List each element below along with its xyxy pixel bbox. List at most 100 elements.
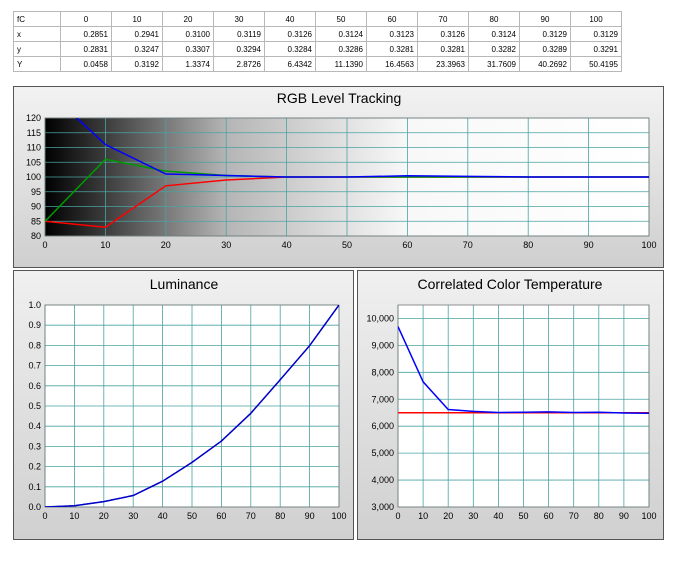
- table-cell: 2.8726: [213, 56, 265, 72]
- table-cell: 0.3129: [519, 26, 571, 42]
- x-tick-label: 80: [594, 511, 604, 521]
- y-tick-label: 90: [31, 202, 41, 212]
- table-cell: 0.3282: [468, 41, 520, 57]
- y-tick-label: 4,000: [371, 475, 394, 485]
- chart-title: RGB Level Tracking: [277, 90, 402, 106]
- y-tick-label: 9,000: [371, 340, 394, 350]
- table-row-label: Y: [13, 56, 61, 72]
- table-cell: 0.0458: [60, 56, 112, 72]
- y-tick-label: 0.4: [28, 421, 41, 431]
- table-cell: 0.3123: [366, 26, 418, 42]
- table-row: x 0.2851 0.2941 0.3100 0.3119 0.3126 0.3124 0.3…: [13, 26, 622, 42]
- y-tick-label: 115: [27, 128, 41, 138]
- table-cell: 0.3286: [315, 41, 367, 57]
- y-tick-label: 85: [31, 216, 41, 226]
- table-cell: 0.3284: [264, 41, 316, 57]
- x-tick-label: 70: [569, 511, 579, 521]
- rgb-panel: 80 85 90 95 100 105 110 115 120 0 10 20 30 40 50 60 70 80…: [13, 86, 664, 268]
- cct-chart: 3,000 4,000 5,000 6,000 7,000 8,000 9,000 10,00…: [358, 271, 663, 539]
- x-tick-label: 80: [523, 240, 533, 250]
- y-tick-label: 120: [26, 113, 41, 123]
- y-tick-label: 0.5: [28, 401, 41, 411]
- y-tick-label: 0.7: [28, 361, 41, 371]
- table-header-row: fC 0 10 20 30 40 50 60 70 80 90 100: [13, 11, 622, 27]
- x-tick-label: 0: [42, 240, 47, 250]
- x-tick-label: 60: [544, 511, 554, 521]
- series-line: [45, 305, 339, 507]
- table-header-cell: 100: [570, 11, 622, 27]
- x-tick-label: 50: [518, 511, 528, 521]
- table-cell: 0.3100: [162, 26, 214, 42]
- table-cell: 0.3291: [570, 41, 622, 57]
- y-tick-label: 1.0: [28, 300, 41, 310]
- rgb-chart: 80 85 90 95 100 105 110 115 120 0 10 20 30 40 50 60 70 80…: [14, 87, 663, 267]
- table-cell: 16.4563: [366, 56, 418, 72]
- x-tick-label: 50: [342, 240, 352, 250]
- y-tick-label: 110: [27, 143, 41, 153]
- y-tick-label: 8,000: [371, 367, 394, 377]
- table-cell: 0.3124: [468, 26, 520, 42]
- table-row-label: x: [13, 26, 61, 42]
- table-cell: 0.2831: [60, 41, 112, 57]
- series-group: [45, 118, 649, 228]
- x-tick-label: 0: [42, 511, 47, 521]
- x-tick-label: 90: [584, 240, 594, 250]
- table-cell: 0.3307: [162, 41, 214, 57]
- x-tick-label: 60: [216, 511, 226, 521]
- y-tick-label: 10,000: [366, 313, 394, 323]
- table-header-cell: 10: [111, 11, 163, 27]
- plot-border: [44, 304, 340, 508]
- y-tick-label: 7,000: [371, 394, 394, 404]
- chart-title: Correlated Color Temperature: [418, 276, 603, 292]
- x-tick-label: 30: [468, 511, 478, 521]
- measurement-table: fC 0 10 20 30 40 50 60 70 80 90 100 x 0.2851 0.2941 0.3…: [13, 11, 622, 72]
- table-cell: 0.3126: [264, 26, 316, 42]
- x-tick-label: 40: [493, 511, 503, 521]
- x-tick-label: 0: [395, 511, 400, 521]
- y-tick-label: 0.0: [28, 502, 41, 512]
- y-tick-label: 0.3: [28, 441, 41, 451]
- series-line: [398, 326, 649, 415]
- x-tick-label: 10: [100, 240, 110, 250]
- x-tick-label: 50: [187, 511, 197, 521]
- x-tick-label: 100: [641, 511, 656, 521]
- table-cell: 31.7609: [468, 56, 520, 72]
- y-tick-label: 0.1: [28, 482, 41, 492]
- table-cell: 0.3129: [570, 26, 622, 42]
- table-header-cell: 60: [366, 11, 418, 27]
- y-tick-label: 80: [31, 231, 41, 241]
- table-header-cell: 20: [162, 11, 214, 27]
- x-tick-label: 100: [331, 511, 346, 521]
- x-tick-label: 20: [443, 511, 453, 521]
- table-header-cell: 0: [60, 11, 112, 27]
- y-tick-label: 5,000: [371, 448, 394, 458]
- table-cell: 0.3281: [417, 41, 469, 57]
- table-cell: 0.2851: [60, 26, 112, 42]
- x-tick-label: 30: [128, 511, 138, 521]
- x-tick-label: 40: [282, 240, 292, 250]
- luminance-chart: 0.0 0.1 0.2 0.3 0.4 0.5 0.6 0.7 0.8 0.9 1.0 0 10 20 30…: [14, 271, 353, 539]
- y-tick-label: 0.9: [28, 320, 41, 330]
- series-group: [398, 326, 649, 415]
- table-cell: 6.4342: [264, 56, 316, 72]
- x-tick-label: 70: [463, 240, 473, 250]
- x-tick-label: 10: [69, 511, 79, 521]
- y-tick-label: 0.2: [28, 462, 41, 472]
- x-tick-label: 100: [641, 240, 656, 250]
- table-cell: 0.2941: [111, 26, 163, 42]
- table-cell: 0.3281: [366, 41, 418, 57]
- table-cell: 0.3192: [111, 56, 163, 72]
- x-tick-label: 20: [99, 511, 109, 521]
- table-row: y 0.2831 0.3247 0.3307 0.3294 0.3284 0.3286 0.3…: [13, 41, 622, 57]
- y-tick-label: 105: [26, 157, 41, 167]
- y-tick-label: 95: [31, 187, 41, 197]
- x-tick-label: 90: [619, 511, 629, 521]
- x-tick-label: 70: [246, 511, 256, 521]
- x-tick-label: 30: [221, 240, 231, 250]
- series-group: [45, 305, 339, 507]
- x-tick-label: 90: [305, 511, 315, 521]
- table-cell: 50.4195: [570, 56, 622, 72]
- y-tick-label: 6,000: [371, 421, 394, 431]
- table-header-label: fC: [13, 11, 61, 27]
- table-row: Y 0.0458 0.3192 1.3374 2.8726 6.4342 11.1390 16…: [13, 56, 622, 72]
